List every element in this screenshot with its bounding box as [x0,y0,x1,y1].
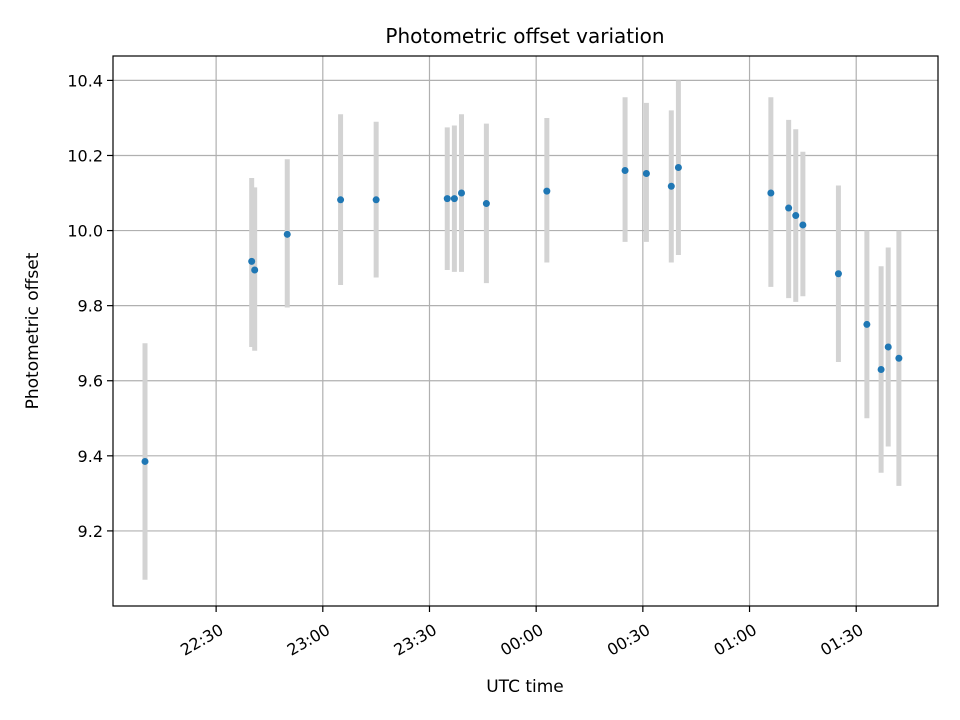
plot-frame [112,55,939,607]
grid [113,56,938,606]
data-point [141,457,149,465]
data-point [674,164,682,172]
y-tick-label: 10.4 [67,71,103,90]
data-points [141,164,903,465]
data-point [283,230,291,238]
data-point [251,266,259,274]
data-point [482,200,490,208]
data-point [642,170,650,178]
data-point [621,167,629,175]
data-point [799,221,807,229]
data-point [834,270,842,278]
data-point [884,343,892,351]
data-point [863,320,871,328]
data-point [543,187,551,195]
x-axis-label: UTC time [486,677,564,697]
data-point [785,204,793,212]
data-point [443,195,451,203]
y-tick-label: 10.0 [67,222,103,241]
y-axis-label: Photometric offset [23,252,43,409]
chart-title: Photometric offset variation [385,24,664,48]
y-tick-label: 9.4 [78,447,103,466]
y-tick-label: 9.6 [78,372,103,391]
data-point [667,182,675,190]
y-tick-label: 10.2 [67,146,103,165]
data-point [792,212,800,220]
data-point [767,189,775,197]
data-point [372,196,380,204]
data-point [457,189,465,197]
y-axis-ticks: 9.2 9.4 9.6 9.8 10.0 10.2 10.4 [67,71,113,541]
y-tick-label: 9.8 [78,297,103,316]
data-point [895,354,903,362]
y-tick-label: 9.2 [78,522,103,541]
data-point [248,257,256,265]
data-point [450,195,458,203]
data-point [337,196,345,204]
data-point [877,365,885,373]
